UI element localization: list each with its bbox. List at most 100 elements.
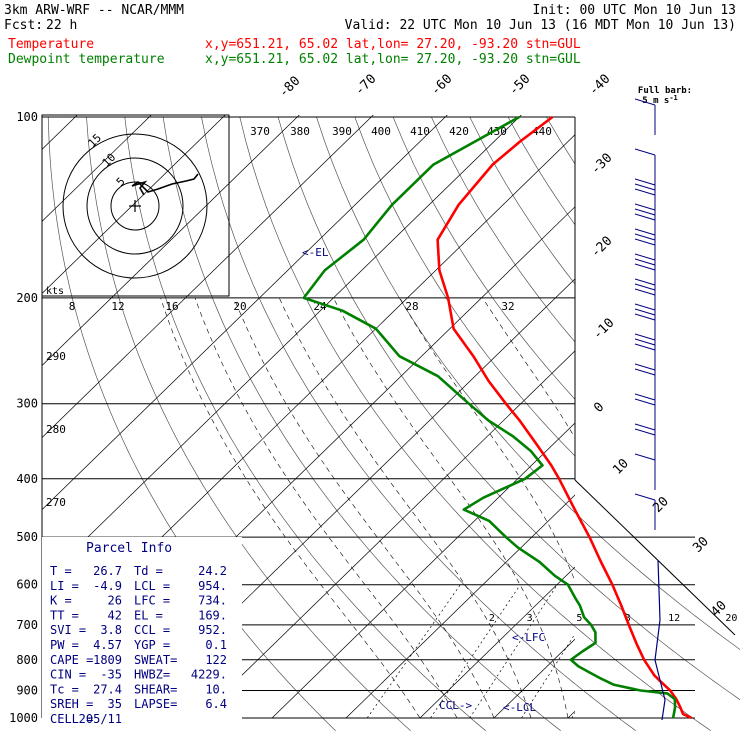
- temperature-profile: [436, 115, 693, 720]
- wind-barb-flag: [634, 188, 656, 196]
- isotherm-label: -50: [506, 72, 533, 99]
- pressure-label-200: 200: [16, 291, 38, 305]
- mixing-ratio-label: 12: [668, 613, 680, 624]
- parcel-info-cell: TT =: [50, 608, 79, 622]
- pressure-label-300: 300: [16, 397, 38, 411]
- wind-barb-flag: [634, 278, 656, 286]
- parcel-info-cell: 1809: [93, 653, 122, 667]
- parcel-info-cell: 122: [205, 653, 227, 667]
- isotherm: [0, 104, 15, 718]
- theta-label: 410: [410, 125, 430, 138]
- wind-barb-flag: [634, 208, 656, 216]
- dewpoint-profile: [302, 115, 677, 719]
- ccl-label: CCL->: [439, 699, 472, 712]
- moist-adiabat: [482, 297, 575, 439]
- wind-barb-flag: [634, 453, 656, 461]
- wind-barb-flag: [634, 393, 656, 401]
- wind-barb-flag: [634, 253, 656, 261]
- dry-adiabat: [239, 116, 711, 731]
- pressure-label-700: 700: [16, 618, 38, 632]
- parcel-info-cell: CIN =: [50, 668, 86, 682]
- parcel-info-cell: 169.: [198, 608, 227, 622]
- parcel-info-cell: -35: [100, 668, 122, 682]
- isotherm: [42, 115, 374, 439]
- isotherm-label: 0: [591, 400, 607, 416]
- parcel-info-cell: 10.: [205, 682, 227, 696]
- dry-adiabat: [469, 116, 740, 732]
- parcel-info-cell: LCL =: [134, 579, 170, 593]
- forecast-label: Fcst:: [4, 18, 43, 33]
- dry-adiabat: [277, 116, 740, 731]
- isotherm-label: -30: [588, 151, 615, 178]
- barb-legend-line2: 5 m s-1: [642, 94, 678, 106]
- wind-barb-flag: [634, 363, 656, 371]
- isotherm: [493, 638, 575, 719]
- pressure-label-100: 100: [16, 110, 38, 124]
- parcel-info-cell: -4.9: [93, 579, 122, 593]
- mixing-ratio-label: 5: [576, 613, 582, 624]
- sounding-profiles: [302, 115, 693, 720]
- init-time: Init: 00 UTC Mon 10 Jun 13: [533, 3, 737, 18]
- valid-time: Valid: 22 UTC Mon 10 Jun 13 (16 MDT Mon …: [345, 18, 736, 33]
- wind-barb-flag: [634, 213, 656, 221]
- mixing-ratio-line: [521, 633, 575, 719]
- parcel-info-cell: K =: [50, 594, 72, 608]
- parcel-info-cell: 27.4: [93, 682, 122, 696]
- parcel-info-cell: LAPSE=: [134, 697, 177, 711]
- parcel-info-cell: LI =: [50, 579, 79, 593]
- parcel-info-cell: CCL =: [134, 623, 170, 637]
- parcel-info-cell: 42: [108, 608, 122, 622]
- wind-barb-flag: [634, 428, 656, 436]
- dry-adiabat: [86, 116, 411, 731]
- theta-label: 400: [371, 125, 391, 138]
- pressure-label-900: 900: [16, 684, 38, 698]
- dry-adiabat: [661, 116, 740, 732]
- parcel-info-cell: SWEAT=: [134, 653, 177, 667]
- parcel-info-cell: 952.: [198, 623, 227, 637]
- parcel-info-cell: Td =: [134, 564, 163, 578]
- mixing-ratio-label: 20: [725, 613, 737, 624]
- theta-label-left: 280: [46, 423, 66, 436]
- parcel-info-background: [42, 537, 242, 720]
- theta-label: 430: [487, 125, 507, 138]
- hodograph-ring: [110, 181, 160, 231]
- parcel-info-cell: LFC =: [134, 594, 170, 608]
- barb-legend-exponent: -1: [669, 94, 677, 102]
- dry-adiabat: [392, 116, 740, 732]
- dry-adiabat: [201, 116, 636, 731]
- wind-barb-flag: [634, 228, 656, 236]
- mixing-ratio-label: 3: [527, 613, 533, 624]
- dry-adiabat: [162, 116, 561, 731]
- isotherm-label: -70: [352, 72, 379, 99]
- dry-adiabat: [316, 116, 740, 731]
- parcel-info-cell: PW =: [50, 638, 79, 652]
- theta-label-left: 290: [46, 350, 66, 363]
- hodograph-ring-label: 5: [114, 175, 128, 189]
- wind-barb-flag: [634, 423, 656, 431]
- moist-adiabat: [704, 298, 740, 718]
- wind-barb-flag: [634, 493, 656, 501]
- hodograph-speed-label: 20: [233, 300, 246, 313]
- isotherm: [345, 494, 575, 719]
- wind-barb-flag: [634, 203, 656, 211]
- mixing-ratio-line: [677, 585, 740, 718]
- wind-barb-flag: [634, 178, 656, 186]
- pressure-label-400: 400: [16, 472, 38, 486]
- pressure-label-500: 500: [16, 530, 38, 544]
- hodograph-ring-label: 10: [100, 151, 119, 170]
- mixing-ratio-label: 2: [489, 613, 495, 624]
- parcel-info-cell: 4.57: [93, 638, 122, 652]
- barb-legend-line1: Full barb:: [638, 86, 692, 96]
- parcel-info-cell: 205/11: [79, 712, 122, 726]
- isotherm: [197, 350, 575, 719]
- parcel-info-cell: 0.1: [205, 638, 227, 652]
- theta-label: 380: [290, 125, 310, 138]
- parcel-info-cell: Tc =: [50, 682, 79, 696]
- pressure-label-800: 800: [16, 653, 38, 667]
- dewpoint-location: x,y=651.21, 65.02 lat,lon= 27.20, -93.20…: [205, 52, 581, 67]
- wind-barb-flag: [634, 183, 656, 191]
- dry-adiabat: [431, 116, 740, 732]
- isotherm-label: -60: [428, 72, 455, 99]
- parcel-info-cell: CELL =: [50, 712, 93, 726]
